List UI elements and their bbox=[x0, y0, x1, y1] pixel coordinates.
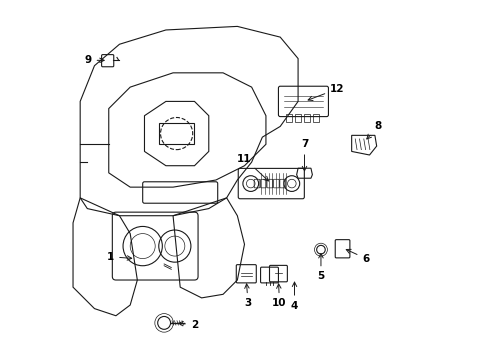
Text: 1: 1 bbox=[107, 252, 131, 262]
Text: 11: 11 bbox=[237, 154, 268, 181]
Text: 8: 8 bbox=[366, 121, 381, 139]
Text: 6: 6 bbox=[346, 249, 369, 264]
Text: 9: 9 bbox=[84, 55, 104, 65]
Text: 4: 4 bbox=[290, 282, 298, 311]
Text: 7: 7 bbox=[300, 139, 307, 171]
Text: 10: 10 bbox=[272, 284, 286, 308]
Text: 3: 3 bbox=[244, 284, 251, 308]
Text: 2: 2 bbox=[178, 320, 198, 330]
Text: 12: 12 bbox=[307, 84, 344, 100]
Text: 5: 5 bbox=[317, 253, 324, 282]
